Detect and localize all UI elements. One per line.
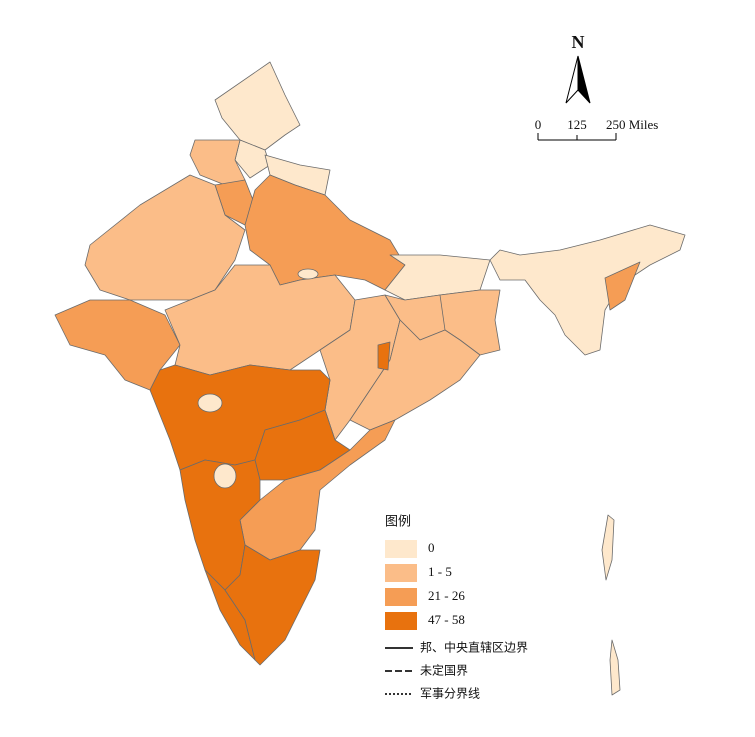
north-arrow-left: [565, 55, 579, 104]
north-label: N: [572, 32, 585, 52]
region: [197, 393, 223, 413]
region: [297, 268, 319, 280]
legend-label: 1 - 5: [428, 564, 452, 579]
legend-label: 21 - 26: [428, 588, 465, 603]
legend: 图例 0 1 - 5 21 - 26 47 - 58 邦、中央直辖区边界未定国界军事分界…: [385, 515, 528, 701]
legend-swatch: [385, 540, 417, 558]
map-regions: [54, 61, 686, 696]
legend-swatch: [385, 588, 417, 606]
region: [604, 261, 641, 311]
scale-label: 250 Miles: [606, 117, 658, 132]
region: [601, 514, 621, 696]
region: [84, 174, 246, 301]
legend-line-label: 军事分界线: [420, 687, 480, 701]
region: [244, 174, 406, 291]
legend-label: 47 - 58: [428, 612, 465, 627]
scale-bar: [537, 133, 617, 141]
legend-swatch: [385, 564, 417, 582]
region: [377, 341, 391, 371]
region: [349, 319, 481, 431]
region: [214, 61, 301, 151]
region: [179, 459, 261, 591]
legend-swatch: [385, 612, 417, 630]
north-arrow-right: [577, 55, 591, 104]
legend-title: 图例: [385, 515, 411, 530]
scale-label: 0: [535, 117, 542, 132]
legend-label: 0: [428, 540, 435, 555]
region: [489, 224, 686, 356]
region: [213, 463, 237, 489]
legend-line-label: 未定国界: [420, 663, 468, 678]
north-arrow: N: [565, 32, 591, 104]
scale-label: 125: [567, 117, 587, 132]
region: [224, 544, 321, 666]
legend-line-label: 邦、中央直辖区边界: [420, 640, 528, 655]
